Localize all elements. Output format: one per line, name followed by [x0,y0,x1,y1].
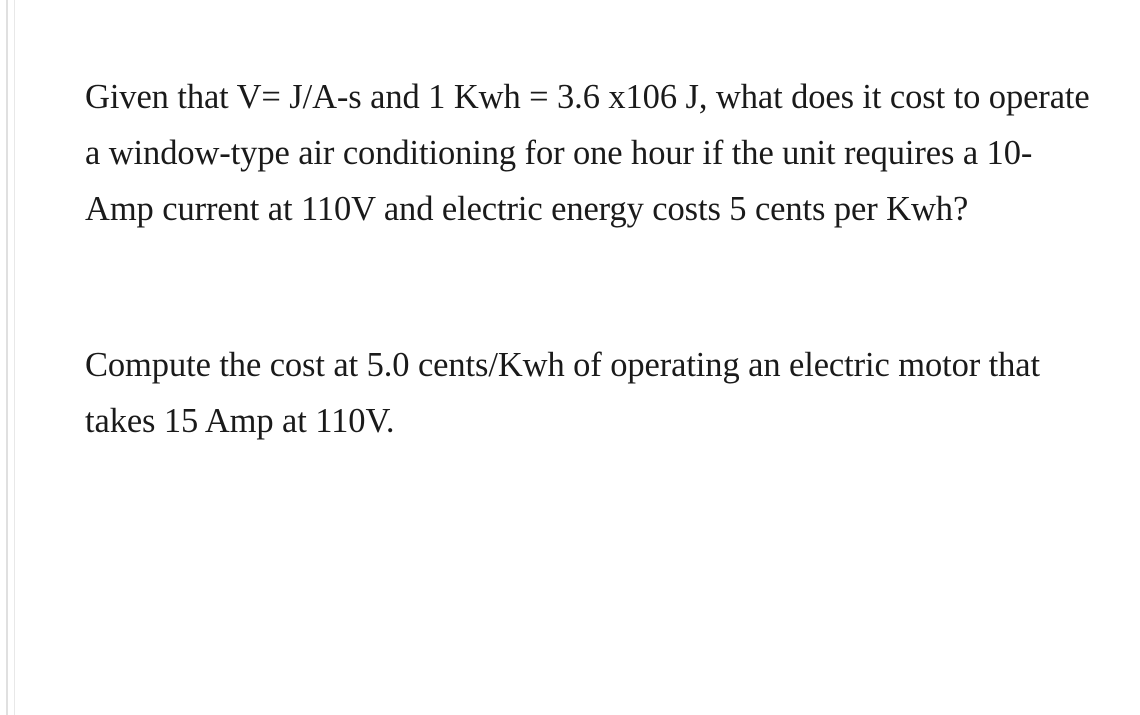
problem-1-text: Given that V= J/A-s and 1 Kwh = 3.6 x106… [85,70,1090,238]
document-content: Given that V= J/A-s and 1 Kwh = 3.6 x106… [85,70,1090,449]
problem-2-text: Compute the cost at 5.0 cents/Kwh of ope… [85,338,1090,450]
page-left-border [6,0,8,715]
page-left-border-inner [14,0,15,715]
